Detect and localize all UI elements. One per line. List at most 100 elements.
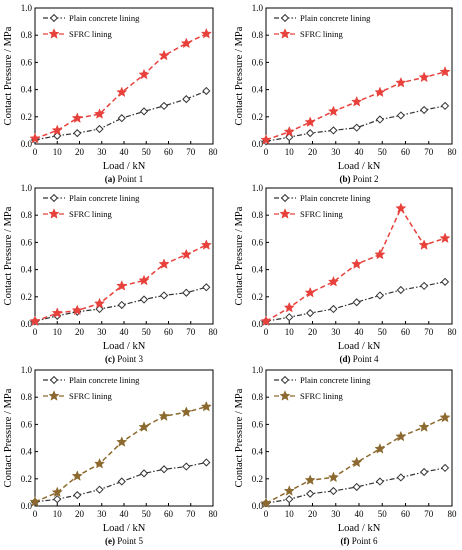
plot-frame xyxy=(34,7,214,145)
legend: Plain concrete lining SFRC lining xyxy=(274,375,371,401)
legend-marker xyxy=(280,193,290,203)
data-point xyxy=(440,463,450,473)
data-point xyxy=(138,421,150,432)
x-tick-label: 20 xyxy=(308,147,318,157)
series-line xyxy=(265,281,446,322)
y-axis-label: Contact Pressure / MPa xyxy=(3,388,14,487)
series-plain xyxy=(30,86,211,145)
series-plain xyxy=(30,458,211,507)
data-point xyxy=(202,86,211,96)
legend-label: SFRC lining xyxy=(69,209,113,219)
y-tick-label: 1.0 xyxy=(252,365,264,375)
y-tick-label: 0.0 xyxy=(252,319,264,329)
data-point xyxy=(285,313,294,322)
y-tick-label: 0.0 xyxy=(252,139,264,149)
caption-letter: (f) xyxy=(340,536,349,546)
x-tick-label: 20 xyxy=(75,327,85,337)
legend-label: SFRC lining xyxy=(300,209,344,219)
panel-caption: (b) Point 2 xyxy=(339,174,378,184)
x-tick-label: 60 xyxy=(164,327,174,337)
panel-caption: (e) Point 5 xyxy=(105,536,144,546)
legend-marker xyxy=(279,28,291,39)
legend: Plain concrete lining SFRC lining xyxy=(43,13,140,39)
x-tick-label: 0 xyxy=(264,147,269,157)
y-tick-label: 0.2 xyxy=(21,474,32,484)
data-point xyxy=(159,101,169,111)
x-tick-label: 40 xyxy=(355,147,365,157)
data-point xyxy=(304,286,316,298)
data-point xyxy=(116,436,128,447)
legend-marker xyxy=(280,375,290,385)
x-tick-label: 60 xyxy=(164,147,174,157)
y-tick-label: 0.2 xyxy=(252,474,263,484)
data-point xyxy=(283,301,295,313)
data-point xyxy=(116,86,128,98)
legend-label: Plain concrete lining xyxy=(69,375,140,385)
legend-marker xyxy=(280,13,290,23)
data-point xyxy=(73,129,82,138)
y-tick-label: 0.4 xyxy=(21,85,33,95)
legend-marker xyxy=(49,13,59,23)
series-line xyxy=(34,33,207,140)
data-point xyxy=(440,277,450,286)
x-tick-label: 80 xyxy=(448,509,458,519)
data-point xyxy=(158,258,170,269)
data-point xyxy=(182,288,191,297)
series-sfrc xyxy=(260,66,451,145)
y-tick-label: 0.8 xyxy=(252,210,264,220)
y-axis-label: Contact Pressure / MPa xyxy=(234,26,245,125)
y-tick-label: 0.6 xyxy=(252,237,264,247)
data-point xyxy=(29,132,41,144)
x-tick-label: 30 xyxy=(331,509,341,519)
y-tick-label: 0.8 xyxy=(21,392,33,402)
x-tick-label: 10 xyxy=(53,327,63,337)
data-point xyxy=(182,462,191,471)
x-tick-label: 60 xyxy=(164,509,174,519)
data-point xyxy=(395,430,407,442)
data-point xyxy=(260,315,272,327)
y-tick-label: 0.6 xyxy=(21,419,33,429)
series-plain xyxy=(261,463,450,508)
data-point xyxy=(374,443,386,454)
data-point xyxy=(418,421,430,432)
caption-text: Point 6 xyxy=(349,536,378,546)
data-point xyxy=(283,125,295,137)
x-axis-label: Load / kN xyxy=(338,161,381,172)
data-point xyxy=(352,482,361,492)
plot-frame xyxy=(34,369,214,507)
data-point xyxy=(51,307,63,318)
data-point xyxy=(327,471,340,483)
y-axis-label: Contact Pressure / MPa xyxy=(3,206,14,305)
data-point xyxy=(117,300,126,310)
x-tick-label: 40 xyxy=(120,509,130,519)
data-point xyxy=(329,486,338,496)
x-axis-label: Load / kN xyxy=(103,341,146,352)
legend-label: Plain concrete lining xyxy=(300,193,371,203)
series-plain xyxy=(261,101,450,146)
x-tick-label: 30 xyxy=(97,509,107,519)
data-point xyxy=(375,291,385,300)
y-tick-label: 0.0 xyxy=(21,139,33,149)
x-tick-label: 20 xyxy=(308,327,318,337)
x-tick-label: 50 xyxy=(378,147,388,157)
x-tick-label: 50 xyxy=(142,509,152,519)
legend-marker xyxy=(279,390,291,401)
x-tick-label: 80 xyxy=(448,327,458,337)
data-point xyxy=(139,295,149,304)
y-tick-label: 1.0 xyxy=(252,3,264,13)
legend-label: Plain concrete lining xyxy=(69,13,140,23)
data-point xyxy=(439,411,451,423)
data-point xyxy=(327,105,340,117)
y-tick-label: 0.6 xyxy=(21,57,33,67)
y-tick-label: 1.0 xyxy=(21,3,33,13)
y-axis-label: Contact Pressure / MPa xyxy=(234,388,245,487)
series-plain xyxy=(30,283,211,326)
data-point xyxy=(182,95,191,104)
legend: Plain concrete lining SFRC lining xyxy=(274,13,371,39)
series-sfrc xyxy=(29,239,212,327)
x-tick-label: 50 xyxy=(142,327,152,337)
y-tick-label: 0.0 xyxy=(21,501,33,511)
series-sfrc xyxy=(260,411,451,509)
data-point xyxy=(306,129,315,138)
x-tick-label: 20 xyxy=(308,509,318,519)
